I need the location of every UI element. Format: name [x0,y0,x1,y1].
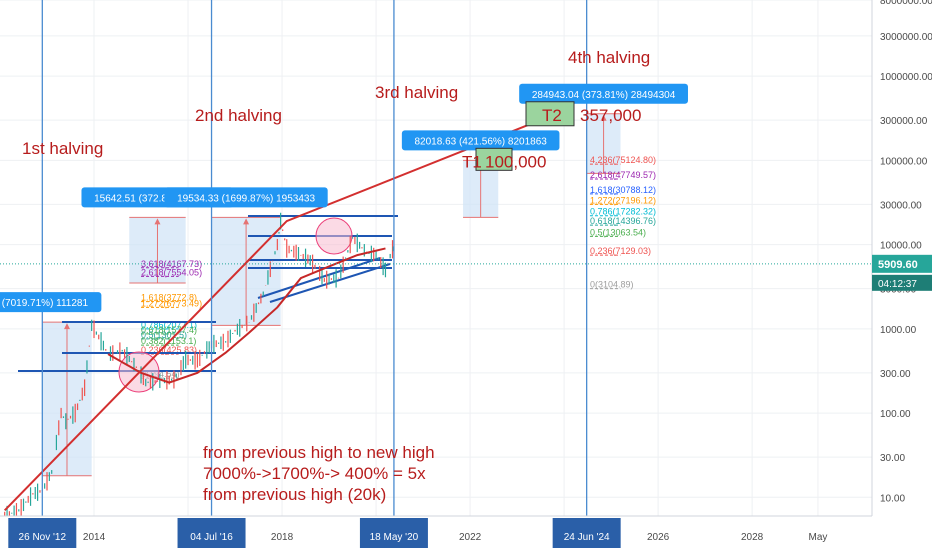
y-tick-label-5: 30000.00 [880,200,922,211]
gain-label-bg-3 [401,130,560,151]
annotation-line-2: 7000%->1700%-> 400% = 5x [203,464,426,483]
halving-lines [41,0,588,516]
price-tag-bg [872,254,932,273]
fib-left-level-label-5: 0.618(1577.4) [141,325,197,335]
halving-name-1: 1st halving [22,139,103,158]
halving-name-2: 2nd halving [195,106,282,125]
moving-average-line [107,247,386,384]
fib-right-level-label-2: 1.618(30788.12) [590,185,656,195]
moving-average [107,247,386,384]
halving-name-4: 4th halving [568,48,650,67]
x-tick-label-2: 2018 [271,532,294,543]
halving-date-label-3: 18 May '20 [370,532,419,543]
halving-date-bg-3 [359,518,428,548]
fib-left-level-label-4: 0.786(2077.1) [141,320,197,330]
fib-left-level-label-1: 2.618(7554.05) [141,267,202,277]
highlight-circle-2 [315,217,353,255]
gain-label-2: 19534.33 (1699.87%) 1953433 [177,193,315,204]
channel-line-8 [269,263,391,303]
fib-right-level-label-4: 0.786(17282.32) [590,207,656,217]
fib-right-level-label-7: 0.236(7129.03) [590,246,651,256]
x-tick-label-6: 2026 [647,532,670,543]
x-axis-panel [0,516,872,550]
gain-label-bg-4 [519,83,688,104]
x-tick-label-8: May [808,532,827,543]
gain-box-arrowhead-2 [243,218,250,225]
price-tag-value: 5909.60 [878,259,918,271]
gain-label-bg-2 [164,187,328,208]
y-tick-label-6: 10000.00 [880,241,922,252]
x-tick-label-0: 2014 [83,532,106,543]
y-tick-label-2: 1000000.00 [880,72,932,83]
target-name-t1: T1 [462,152,482,171]
fib-left-level-label-8: 0.236(425.83) [141,345,197,355]
fib-left-level-label-2: 1.618(3772.8) [141,293,197,303]
gain-box-arrowhead-4 [600,114,607,121]
y-tick-label-0: 8000000.00 [880,0,932,7]
gain-label-1: 15642.51 (372.88%) 156425 [94,193,221,204]
gain-box-arrowhead-1 [154,218,161,225]
halving-date-bg-1 [8,518,77,548]
fib-left-level-label-3: 1.272(6773.49) [141,298,202,308]
y-tick-label-1: 3000000.00 [880,32,932,43]
target-box-t2 [525,101,575,127]
y-tick-label-8: 1000.00 [880,325,917,336]
channel-line-7 [257,257,381,299]
fib-right-level-label-5: 0.618(14396.76) [590,216,656,226]
gain-label-4: 284943.04 (373.81%) 28494304 [532,90,676,101]
fib-left-level-label-6: 0.5(1301.5) [141,330,187,340]
y-tick-label-3: 300000.00 [880,116,928,127]
annotation-line-3: from previous high (20k) [203,485,386,504]
fib-right-level-label-0: 4.236(75124.80) [590,155,656,165]
gain-labels: 12.81 (7019.71%) 111281 15642.51 (372.88%… [0,83,688,313]
y-tick-label-10: 100.00 [880,409,911,420]
gain-label-0: 12.81 (7019.71%) 111281 [0,298,88,309]
gain-label-3: 82018.63 (421.56%) 8201863 [414,136,547,147]
y-tick-label-11: 30.00 [880,453,905,464]
x-tick-label-4: 2022 [459,532,482,543]
fib-right-level-label-3: 1.272(27196.12) [590,195,656,205]
annotation-line-1: from previous high to new high [203,443,435,462]
y-tick-label-4: 100000.00 [880,156,928,167]
target-value-t2: 357,000 [580,106,641,125]
gain-box-arrowhead-0 [63,323,70,330]
halving-date-bg-4 [552,518,621,548]
halving-date-label-4: 24 Jun '24 [564,532,610,543]
y-tick-label-9: 300.00 [880,369,911,380]
annotation-text: from previous high to new high 7000%->170… [203,443,435,504]
fib-right-level-label-8: 0(3104.89) [590,280,634,290]
targets: T1 100,000 T2 357,000 [462,101,641,171]
countdown-value: 04:12:37 [878,279,917,290]
halving-name-3: 3rd halving [375,83,458,102]
y-tick-label-12: 10.00 [880,493,905,504]
gain-boxes [42,113,621,477]
halving-names: 1st halving 2nd halving 3rd halving 4th hal… [22,48,650,158]
target-box-t1 [475,147,513,171]
halving-date-label-2: 04 Jul '16 [190,532,233,543]
halving-date-label-1: 26 Nov '12 [19,532,67,543]
countdown-bg [872,274,932,291]
halving-date-bg-2 [177,518,246,548]
fib-right-level-label-1: 2.618(47749.57) [590,170,656,180]
gain-label-bg-0 [0,292,102,313]
fib-right-level-label-6: 0.5(13063.54) [590,227,646,237]
x-tick-label-7: 2028 [741,532,764,543]
target-name-t2: T2 [542,106,562,125]
target-value-t1: 100,000 [485,152,546,171]
